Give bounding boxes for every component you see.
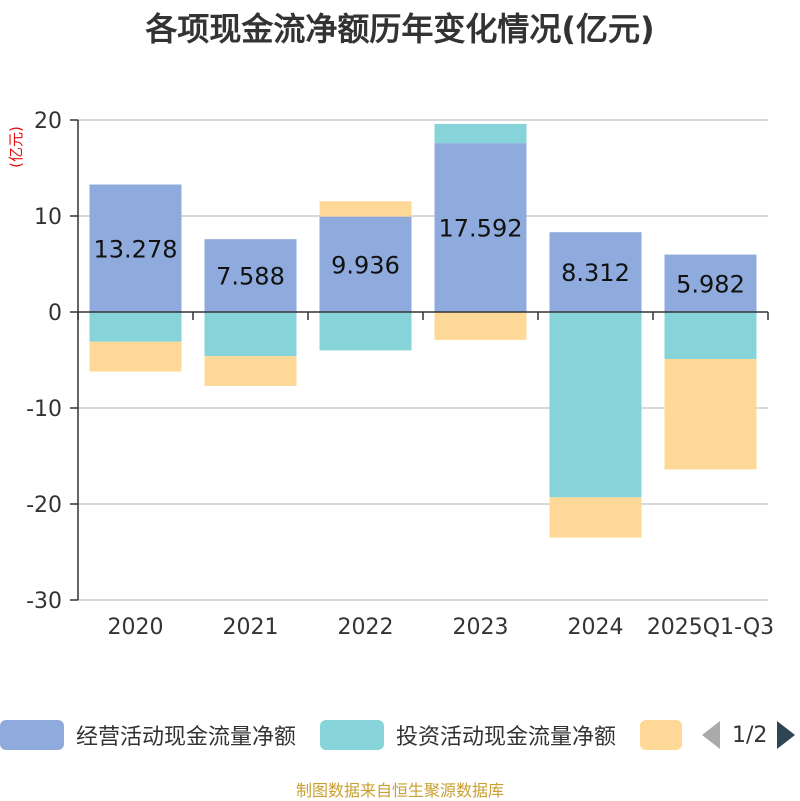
axes: 20 10 0 -10 -20 -30 2020 2021 2022 2023 2024 2025Q1…: [26, 109, 774, 640]
data-label-2023: 17.592: [439, 215, 523, 243]
bar-investing-2025Q1-Q3: [664, 312, 757, 360]
legend: 经营活动现金流量净额 投资活动现金流量净额 1/2: [0, 713, 800, 757]
x-tick-label: 2024: [568, 615, 624, 640]
legend-pager: 1/2: [702, 713, 796, 757]
legend-next-arrow-icon[interactable]: [777, 721, 796, 749]
data-label-2025Q1-Q3: 5.982: [676, 270, 745, 298]
bar-financing-2025Q1-Q3: [664, 359, 757, 470]
source-note: 制图数据来自恒生聚源数据库: [295, 781, 504, 800]
data-label-2020: 13.278: [94, 235, 178, 263]
bars: [89, 123, 757, 538]
bar-operating-2025Q1-Q3: [664, 254, 757, 312]
bar-operating-2021: [204, 239, 297, 312]
bar-investing-2022: [319, 312, 412, 351]
y-tick-label: 20: [34, 109, 62, 134]
bar-financing-2020: [89, 341, 182, 372]
bar-investing-2021: [204, 312, 297, 357]
x-tick-label: 2022: [338, 615, 394, 640]
y-tick-label: -20: [26, 493, 62, 518]
legend-item-financing[interactable]: [640, 713, 694, 757]
x-tick-label: 2020: [108, 615, 164, 640]
bar-investing-2024: [549, 312, 642, 498]
bar-operating-2023: [434, 143, 527, 312]
bar-investing-2023: [434, 123, 527, 144]
chart-title: 各项现金流净额历年变化情况(亿元): [145, 10, 655, 48]
bar-operating-2020: [89, 184, 182, 312]
legend-label-operating: 经营活动现金流量净额: [76, 725, 297, 750]
data-label-2021: 7.588: [216, 263, 285, 291]
legend-swatch-financing: [640, 720, 682, 750]
bar-financing-2024: [549, 497, 642, 538]
gridlines: [78, 119, 768, 601]
y-tick-label: -10: [26, 397, 62, 422]
x-tick-label: 2023: [453, 615, 509, 640]
legend-page-indicator: 1/2: [732, 722, 768, 748]
bar-operating-2022: [319, 216, 412, 312]
x-tick-label: 2021: [223, 615, 279, 640]
legend-prev-arrow-icon[interactable]: [702, 721, 720, 749]
y-tick-label: 0: [48, 301, 62, 326]
bar-investing-2020: [89, 312, 182, 342]
bar-operating-2024: [549, 232, 642, 312]
y-axis-unit-label: (亿元): [7, 126, 25, 168]
y-tick-label: -30: [26, 589, 62, 614]
legend-swatch-investing: [320, 720, 384, 750]
x-tick-label: 2025Q1-Q3: [647, 615, 774, 640]
legend-label-investing: 投资活动现金流量净额: [396, 725, 617, 750]
y-tick-label: 10: [34, 205, 62, 230]
bar-financing-2023: [434, 312, 527, 340]
legend-swatch-operating: [0, 720, 64, 750]
legend-item-investing[interactable]: 投资活动现金流量净额: [320, 713, 616, 757]
data-label-2022: 9.936: [331, 251, 400, 279]
bar-financing-2021: [204, 356, 297, 386]
data-label-2024: 8.312: [561, 259, 630, 287]
data-labels: 13.278 7.588 9.936 17.592 8.312 5.982: [94, 215, 745, 299]
legend-item-operating[interactable]: 经营活动现金流量净额: [0, 713, 296, 757]
bar-financing-2022: [319, 201, 412, 217]
